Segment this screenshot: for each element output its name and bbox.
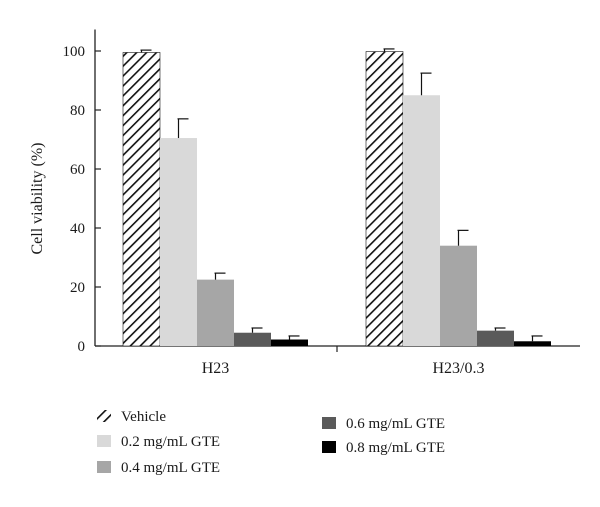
bar <box>403 95 440 346</box>
y-axis-title: Cell viability (%) <box>29 143 46 255</box>
bar <box>477 330 514 346</box>
x-category-label: H23/0.3 <box>433 360 485 377</box>
y-tick-label: 80 <box>70 103 85 119</box>
bar <box>197 279 234 346</box>
y-tick-label: 100 <box>63 44 86 60</box>
legend-label: 0.8 mg/mL GTE <box>346 440 445 456</box>
bar <box>514 341 551 346</box>
legend-swatch <box>322 441 336 453</box>
bar <box>122 52 161 347</box>
legend-swatch <box>97 435 111 447</box>
bar <box>271 339 308 346</box>
bar <box>440 245 477 346</box>
bar <box>234 332 271 346</box>
legend: Vehicle 0.2 mg/mL GTE 0.4 mg/mL GTE 0.6 mg/… <box>97 409 445 476</box>
y-tick-label: 20 <box>70 280 85 296</box>
y-tick-label: 40 <box>70 221 85 237</box>
legend-swatch <box>97 410 111 422</box>
legend-label: 0.2 mg/mL GTE <box>121 434 220 450</box>
legend-label: 0.6 mg/mL GTE <box>346 416 445 432</box>
x-category-label: H23 <box>202 360 230 377</box>
bars <box>122 48 551 347</box>
legend-swatch <box>322 417 336 429</box>
y-tick-label: 60 <box>70 162 85 178</box>
y-tick-label: 0 <box>78 339 86 355</box>
bar <box>365 51 404 347</box>
legend-swatch <box>97 461 111 473</box>
bar <box>160 138 197 346</box>
legend-label: 0.4 mg/mL GTE <box>121 460 220 476</box>
axes: 0 20 40 60 80 100 Cell viability (%) H23 H23/0.3 <box>29 29 580 377</box>
legend-label: Vehicle <box>121 409 166 425</box>
